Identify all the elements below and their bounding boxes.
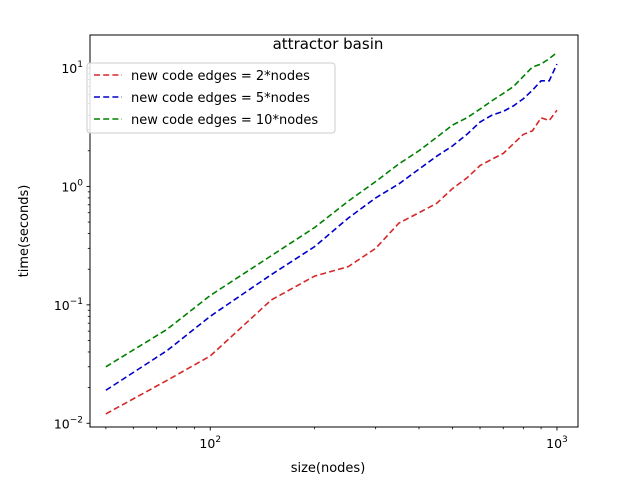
x-tick-label: 102: [199, 435, 221, 451]
legend-label-2: new code edges = 5*nodes: [131, 91, 310, 106]
chart-title: attractor basin: [273, 35, 384, 53]
legend-box: [86, 62, 336, 134]
y-axis-label: time(seconds): [17, 185, 32, 278]
y-tick-label: 100: [61, 178, 83, 194]
series-line-3: [105, 51, 558, 368]
legend: new code edges = 2*nodes new code edges =…: [86, 62, 336, 134]
legend-label-3: new code edges = 10*nodes: [131, 113, 318, 128]
series-line-1: [105, 109, 558, 415]
y-tick-label: 101: [61, 60, 83, 76]
plot-frame: [89, 34, 579, 428]
series-line-2: [105, 63, 558, 391]
x-axis-label: size(nodes): [291, 461, 366, 476]
y-tick-label: 10−2: [54, 415, 83, 431]
plot-marks: [105, 51, 558, 415]
axis-ticks: 102 103 10−2 10−1 100 101: [54, 60, 568, 451]
legend-label-1: new code edges = 2*nodes: [131, 69, 310, 84]
y-tick-label: 10−1: [54, 297, 83, 313]
x-tick-label: 103: [546, 435, 568, 451]
